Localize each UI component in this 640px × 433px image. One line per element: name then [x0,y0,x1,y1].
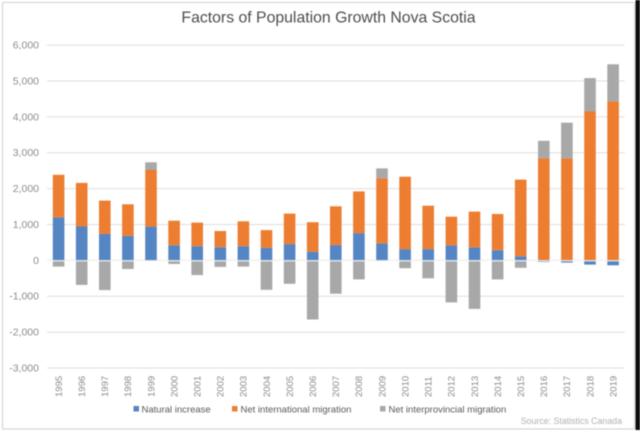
svg-text:3,000: 3,000 [13,147,39,159]
svg-text:2004: 2004 [262,376,273,397]
svg-text:2013: 2013 [470,376,481,397]
svg-text:Net international migration: Net international migration [241,404,352,415]
svg-text:2012: 2012 [447,376,458,397]
svg-text:4,000: 4,000 [13,111,39,123]
svg-text:-1,000: -1,000 [9,291,39,303]
svg-text:1998: 1998 [123,376,134,397]
svg-text:2002: 2002 [216,376,227,397]
svg-text:6,000: 6,000 [13,40,39,52]
svg-text:2000: 2000 [169,376,180,397]
svg-text:2006: 2006 [308,376,319,397]
svg-text:Source: Statistics Canada: Source: Statistics Canada [521,416,622,426]
svg-text:2018: 2018 [585,376,596,397]
svg-text:2001: 2001 [193,376,204,397]
svg-text:1997: 1997 [100,376,111,397]
svg-text:Factors of Population Growth N: Factors of Population Growth Nova Scotia [181,10,475,27]
svg-text:2015: 2015 [516,376,527,397]
svg-text:2017: 2017 [562,376,573,397]
svg-text:Natural increase: Natural increase [142,404,211,415]
svg-text:2010: 2010 [400,376,411,397]
svg-text:2011: 2011 [424,377,435,397]
svg-text:5,000: 5,000 [13,75,39,87]
svg-text:2019: 2019 [608,376,619,397]
svg-text:2007: 2007 [331,376,342,397]
svg-text:0: 0 [33,255,39,267]
svg-text:-2,000: -2,000 [9,327,39,339]
svg-text:2016: 2016 [539,376,550,397]
svg-text:Net interprovincial migration: Net interprovincial migration [389,404,507,415]
svg-text:1995: 1995 [54,376,65,397]
svg-text:2,000: 2,000 [13,183,39,195]
svg-text:-3,000: -3,000 [9,362,39,374]
svg-text:2005: 2005 [285,376,296,397]
svg-text:2014: 2014 [493,376,504,397]
svg-text:2009: 2009 [377,376,388,397]
svg-text:1,000: 1,000 [13,219,39,231]
svg-text:2003: 2003 [239,376,250,397]
svg-text:2008: 2008 [354,376,365,397]
svg-text:1996: 1996 [77,376,88,397]
svg-text:1999: 1999 [146,376,157,397]
